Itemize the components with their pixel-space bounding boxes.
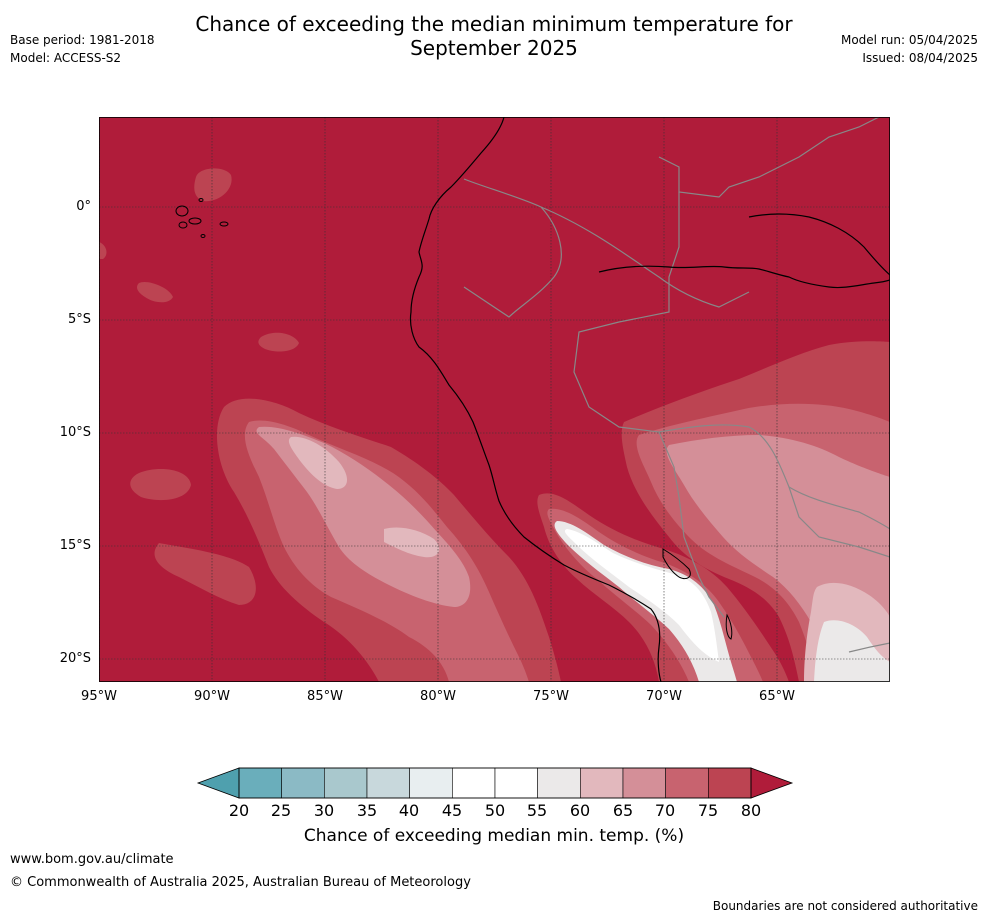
- colorbar-cell: [238, 767, 282, 799]
- contour-patch: [258, 332, 299, 352]
- coastline: [409, 117, 890, 682]
- colorbar-cell: [452, 767, 496, 799]
- colorbar-cell: [409, 767, 453, 799]
- colorbar-cell: [537, 767, 581, 799]
- base-period: Base period: 1981-2018: [10, 33, 155, 47]
- map-frame: [99, 117, 890, 682]
- lon-label-85w: 85°W: [307, 689, 343, 704]
- colorbar-tick: 75: [697, 801, 719, 820]
- colorbar-tick: 45: [441, 801, 463, 820]
- colorbar-tick: 65: [612, 801, 634, 820]
- model-run: Model run: 05/04/2025: [840, 33, 978, 47]
- lat-label-5s: 5°S: [67, 312, 91, 327]
- colorbar-frame: [238, 767, 752, 799]
- colorbar-tick: 60: [569, 801, 591, 820]
- contour-patch: [154, 543, 256, 605]
- title-line-1: Chance of exceeding the median minimum t…: [195, 12, 793, 36]
- colorbar-cell: [366, 767, 410, 799]
- lon-label-90w: 90°W: [194, 689, 230, 704]
- footer-url[interactable]: www.bom.gov.au/climate: [10, 852, 174, 867]
- colorbar-cell: [324, 767, 368, 799]
- colorbar-tick: 80: [740, 801, 762, 820]
- galapagos-islands: [175, 198, 229, 238]
- probability-map: [99, 117, 890, 682]
- lon-label-95w: 95°W: [81, 689, 117, 704]
- lat-label-0: 0°: [76, 199, 91, 214]
- colorbar-cell: [281, 767, 325, 799]
- colorbar-tick: 70: [654, 801, 676, 820]
- boundary-disclaimer: Boundaries are not considered authoritat…: [712, 899, 978, 913]
- lon-label-70w: 70°W: [646, 689, 682, 704]
- title-line-2: September 2025: [410, 36, 578, 60]
- lon-label-75w: 75°W: [533, 689, 569, 704]
- lake-titicaca: [662, 548, 691, 580]
- colorbar-tick: 25: [270, 801, 292, 820]
- lat-label-10s: 10°S: [59, 425, 91, 440]
- lon-label-65w: 65°W: [759, 689, 795, 704]
- footer-copyright: © Commonwealth of Australia 2025, Austra…: [10, 875, 471, 890]
- colorbar-cell: [665, 767, 709, 799]
- lake-marker: [725, 613, 733, 640]
- colorbar-label: Chance of exceeding median min. temp. (%…: [303, 826, 685, 846]
- colorbar-tick: 20: [228, 801, 250, 820]
- contour-patch: [194, 168, 232, 202]
- colorbar-tick: 55: [526, 801, 548, 820]
- colorbar-tick: 40: [398, 801, 420, 820]
- contour-region-60: [384, 527, 440, 558]
- contour-region-50: [564, 529, 719, 662]
- lat-label-20s: 20°S: [59, 651, 91, 666]
- issued-date: Issued: 08/04/2025: [862, 51, 978, 65]
- map-title: Chance of exceeding the median minimum t…: [0, 12, 988, 60]
- colorbar-cell: [708, 767, 752, 799]
- colorbar-cell: [622, 767, 666, 799]
- contour-region-60: [288, 436, 348, 489]
- colorbar-tick: 50: [484, 801, 506, 820]
- contour-patch: [130, 469, 191, 501]
- colorbar-tick: 35: [356, 801, 378, 820]
- metadata-right: Model run: 05/04/2025 Issued: 08/04/2025: [841, 31, 978, 67]
- colorbar-cell: [494, 767, 538, 799]
- colorbar-cell: [580, 767, 624, 799]
- metadata-left: Base period: 1981-2018 Model: ACCESS-S2: [10, 31, 155, 67]
- colorbar-tick: 30: [313, 801, 335, 820]
- colorbar: [196, 767, 794, 799]
- lat-label-15s: 15°S: [59, 538, 91, 553]
- model-name: Model: ACCESS-S2: [10, 51, 122, 65]
- contour-patch: [99, 242, 107, 259]
- colorbar-high-arrow: [750, 767, 794, 799]
- contour-patch: [137, 281, 173, 303]
- lon-label-80w: 80°W: [420, 689, 456, 704]
- colorbar-low-arrow: [196, 767, 240, 799]
